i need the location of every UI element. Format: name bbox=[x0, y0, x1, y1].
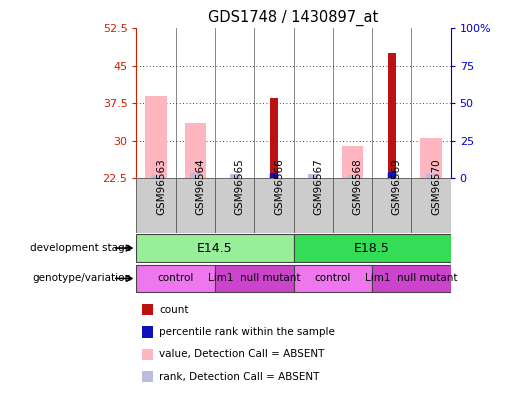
Bar bbox=[269, 174, 279, 178]
Bar bbox=[215, 265, 294, 292]
Bar bbox=[308, 174, 318, 178]
Bar bbox=[191, 173, 200, 178]
Bar bbox=[254, 178, 294, 233]
Bar bbox=[388, 53, 396, 178]
Text: Lim1  null mutant: Lim1 null mutant bbox=[208, 273, 301, 283]
Text: value, Detection Call = ABSENT: value, Detection Call = ABSENT bbox=[159, 350, 324, 359]
Bar bbox=[420, 138, 442, 178]
Bar bbox=[426, 174, 436, 178]
Text: development stage: development stage bbox=[30, 243, 131, 253]
Text: Lim1  null mutant: Lim1 null mutant bbox=[365, 273, 458, 283]
Title: GDS1748 / 1430897_at: GDS1748 / 1430897_at bbox=[209, 9, 379, 26]
Text: E18.5: E18.5 bbox=[354, 241, 390, 255]
Text: GSM96567: GSM96567 bbox=[313, 158, 323, 215]
Bar bbox=[145, 96, 167, 178]
Bar bbox=[294, 178, 333, 233]
Bar bbox=[136, 178, 176, 233]
Text: GSM96569: GSM96569 bbox=[392, 158, 402, 215]
Bar bbox=[294, 234, 451, 262]
Text: genotype/variation: genotype/variation bbox=[32, 273, 131, 283]
Text: E14.5: E14.5 bbox=[197, 241, 233, 255]
Bar bbox=[136, 234, 294, 262]
Text: GSM96566: GSM96566 bbox=[274, 158, 284, 215]
Bar bbox=[333, 178, 372, 233]
Bar bbox=[387, 173, 397, 178]
Bar bbox=[270, 98, 278, 178]
Text: GSM96564: GSM96564 bbox=[195, 158, 205, 215]
Text: GSM96565: GSM96565 bbox=[235, 158, 245, 215]
Bar bbox=[176, 178, 215, 233]
Bar bbox=[270, 173, 278, 178]
Text: control: control bbox=[315, 273, 351, 283]
Text: percentile rank within the sample: percentile rank within the sample bbox=[159, 327, 335, 337]
Text: GSM96570: GSM96570 bbox=[431, 158, 441, 215]
Bar bbox=[230, 174, 239, 178]
Text: GSM96563: GSM96563 bbox=[156, 158, 166, 215]
Bar bbox=[348, 175, 357, 178]
Text: count: count bbox=[159, 305, 188, 315]
Bar bbox=[341, 146, 363, 178]
Bar bbox=[388, 172, 396, 178]
Text: rank, Detection Call = ABSENT: rank, Detection Call = ABSENT bbox=[159, 372, 319, 382]
Bar bbox=[184, 123, 206, 178]
Bar bbox=[294, 265, 372, 292]
Bar bbox=[215, 178, 254, 233]
Bar bbox=[372, 265, 451, 292]
Bar bbox=[136, 265, 215, 292]
Text: GSM96568: GSM96568 bbox=[352, 158, 363, 215]
Bar bbox=[411, 178, 451, 233]
Text: control: control bbox=[158, 273, 194, 283]
Bar bbox=[151, 175, 161, 178]
Bar bbox=[372, 178, 411, 233]
